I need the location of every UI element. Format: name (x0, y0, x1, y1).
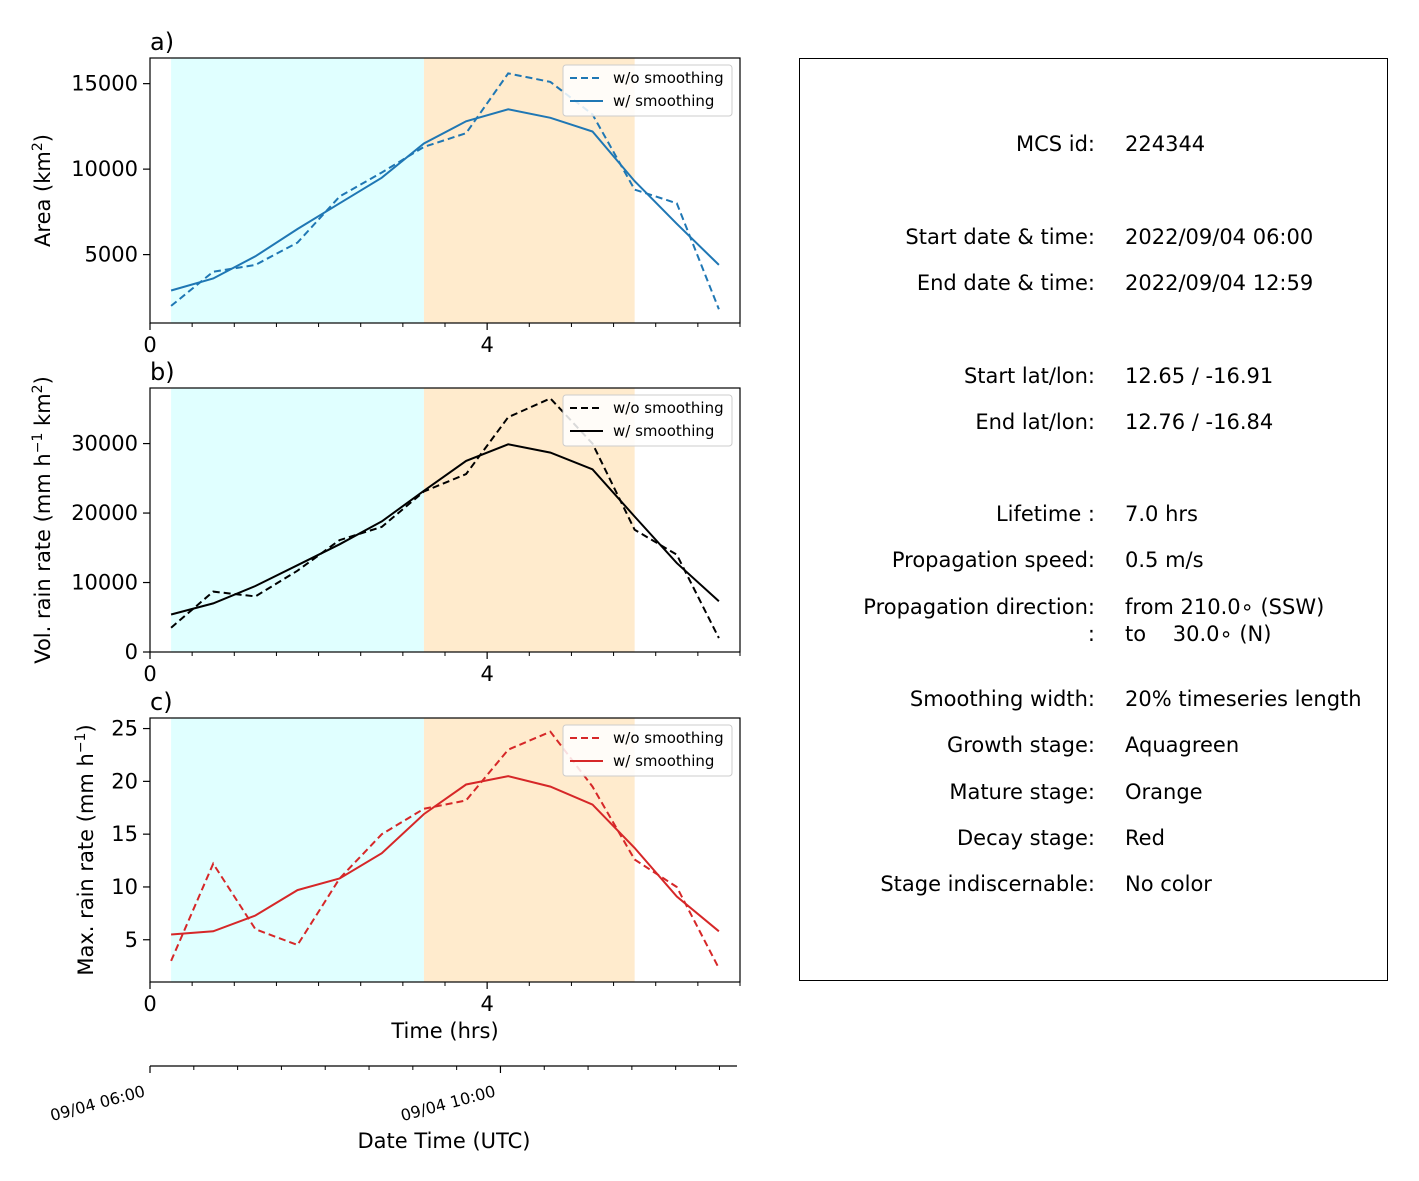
panel-label: c) (150, 688, 173, 716)
legend-label: w/o smoothing (613, 399, 724, 417)
info-label: Start date & time: (905, 225, 1095, 249)
y-tick-label: 20000 (71, 501, 138, 525)
y-tick-label: 5 (125, 928, 138, 952)
legend: w/o smoothing w/ smoothing (562, 64, 733, 117)
info-label: End date & time: (916, 271, 1095, 295)
info-panel: MCS id: 224344 Start date & time: 2022/0… (799, 58, 1388, 981)
info-value: 0.5 m/s (1125, 548, 1204, 572)
x-tick-label: 0 (143, 992, 156, 1016)
info-label: MCS id: (1015, 132, 1095, 156)
legend-label: w/o smoothing (613, 69, 724, 87)
info-label: Mature stage: (949, 780, 1095, 804)
growth-stage-span (171, 718, 424, 982)
y-axis-label: Max. rain rate (mm h−1) (73, 724, 98, 975)
info-label: Stage indiscernable: (880, 872, 1095, 896)
legend-box (562, 64, 733, 117)
y-tick-label: 10 (111, 875, 138, 899)
info-value: Orange (1125, 780, 1203, 804)
date-tick-label: 09/04 06:00 (48, 1082, 147, 1126)
info-label: Growth stage: (946, 733, 1095, 757)
date-tick-label: 09/04 10:00 (399, 1082, 498, 1126)
info-label: End lat/lon: (975, 410, 1095, 434)
info-value: 2022/09/04 06:00 (1125, 225, 1314, 249)
y-axis-label: Area (km2) (30, 134, 55, 247)
info-value: 12.65 / -16.91 (1125, 364, 1274, 388)
panel-c: 0 4 5 10 15 20 25 c) Max. rain rate (mm h−1) w/o … (73, 688, 741, 1043)
date-axis: 09/04 06:00 09/04 10:00 Date Time (UTC) (48, 1065, 737, 1153)
info-value: Aquagreen (1125, 733, 1240, 757)
info-value: 224344 (1125, 132, 1206, 156)
y-tick-label: 25 (111, 717, 138, 741)
panel-a: 0 4 5000 10000 15000 a) Area (km2) w/o smoothin… (30, 28, 741, 357)
y-tick-label: 0 (125, 640, 138, 664)
growth-stage-span (171, 388, 424, 652)
info-label: Lifetime : (995, 502, 1095, 526)
info-label: Propagation direction: (863, 595, 1095, 619)
legend: w/o smoothing w/ smoothing (562, 394, 733, 447)
x-tick-label: 0 (143, 333, 156, 357)
info-value: Red (1125, 826, 1165, 850)
series-line-smoothed (171, 775, 720, 936)
legend-label: w/ smoothing (613, 92, 714, 110)
info-label: Smoothing width: (909, 687, 1095, 711)
series-line-smoothed (170, 108, 720, 292)
info-value: 7.0 hrs (1125, 502, 1198, 526)
info-value: to 30.0∘ (N) (1125, 622, 1272, 646)
series-line-smoothed (170, 443, 720, 616)
info-value: 20% timeseries length (1125, 687, 1362, 711)
y-tick-label: 15000 (71, 72, 138, 96)
panel-label: b) (150, 358, 175, 386)
growth-stage-span (171, 58, 424, 323)
panel-label: a) (150, 28, 174, 56)
series-line-unsmoothed (170, 730, 720, 969)
series-line-unsmoothed (170, 72, 720, 310)
x-tick-label: 0 (143, 662, 156, 686)
date-axis-label: Date Time (UTC) (358, 1129, 531, 1153)
info-label: : (1087, 622, 1095, 646)
y-axis-label: Vol. rain rate (mm h−1 km2) (30, 376, 55, 664)
legend-label: w/ smoothing (613, 422, 714, 440)
info-value: No color (1125, 872, 1212, 896)
series-line-unsmoothed (170, 397, 720, 639)
y-tick-label: 10000 (71, 571, 138, 595)
info-label: Propagation speed: (891, 548, 1095, 572)
x-tick-label: 4 (480, 992, 493, 1016)
y-tick-label: 15 (111, 822, 138, 846)
x-tick-label: 4 (480, 662, 493, 686)
y-tick-label: 10000 (71, 157, 138, 181)
info-value: from 210.0∘ (SSW) (1125, 595, 1325, 619)
info-value: 12.76 / -16.84 (1125, 410, 1274, 434)
y-tick-label: 5000 (85, 243, 138, 267)
panel-b: 0 4 0 10000 20000 30000 b) Vol. rain rate (mm h… (30, 358, 741, 686)
y-tick-label: 20 (111, 769, 138, 793)
legend-box (562, 394, 733, 447)
x-axis-label: Time (hrs) (390, 1019, 498, 1043)
y-tick-label: 30000 (71, 432, 138, 456)
legend-label: w/ smoothing (613, 752, 714, 770)
info-label: Start lat/lon: (963, 364, 1095, 388)
x-tick-label: 4 (480, 333, 493, 357)
legend-box (562, 724, 733, 777)
legend-label: w/o smoothing (613, 729, 724, 747)
info-value: 2022/09/04 12:59 (1125, 271, 1314, 295)
legend: w/o smoothing w/ smoothing (562, 724, 733, 777)
info-label: Decay stage: (957, 826, 1095, 850)
